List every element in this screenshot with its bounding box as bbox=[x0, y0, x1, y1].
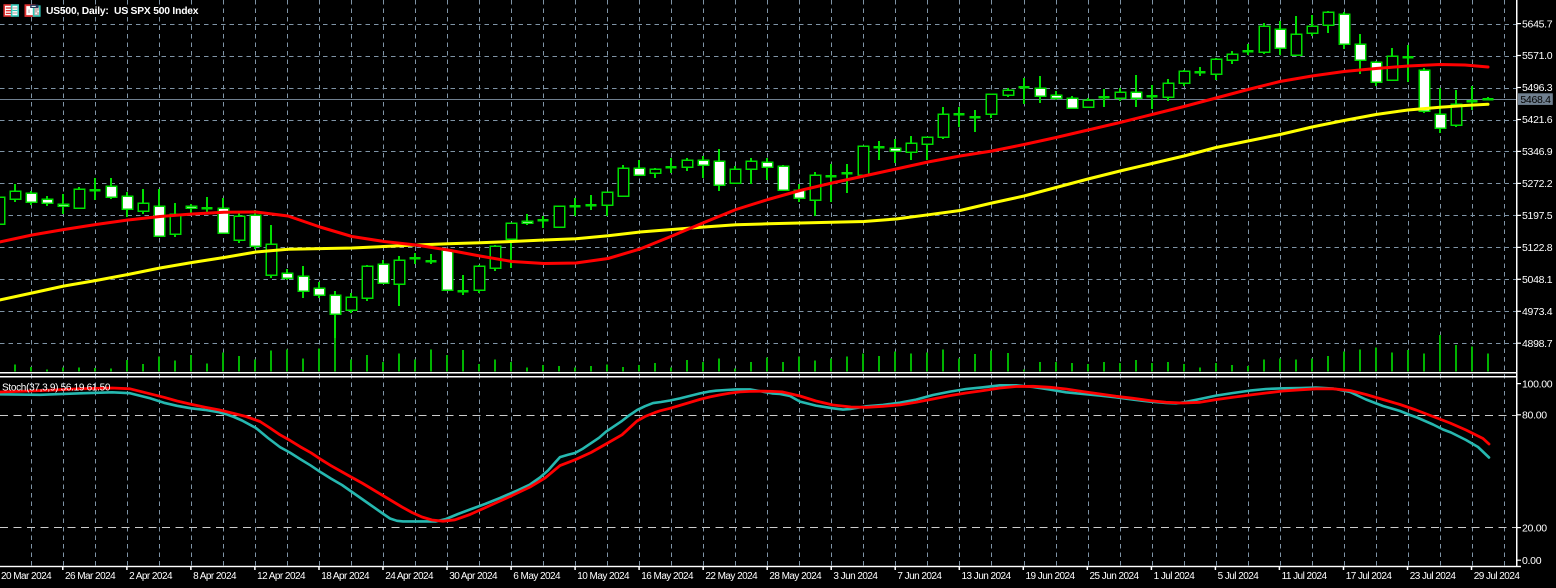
svg-text:4898.7: 4898.7 bbox=[1522, 338, 1553, 350]
svg-text:0.00: 0.00 bbox=[1522, 555, 1542, 567]
svg-text:6 May 2024: 6 May 2024 bbox=[513, 571, 561, 582]
svg-text:20 Mar 2024: 20 Mar 2024 bbox=[1, 571, 52, 582]
svg-text:5197.5: 5197.5 bbox=[1522, 210, 1553, 222]
svg-text:20.00: 20.00 bbox=[1522, 522, 1547, 534]
svg-text:5645.7: 5645.7 bbox=[1522, 18, 1553, 30]
svg-text:Stoch(37,3,9) 56.19 61.50: Stoch(37,3,9) 56.19 61.50 bbox=[2, 382, 111, 393]
svg-text:12 Apr 2024: 12 Apr 2024 bbox=[257, 571, 306, 582]
svg-text:16 May 2024: 16 May 2024 bbox=[641, 571, 694, 582]
svg-text:1 Jul 2024: 1 Jul 2024 bbox=[1154, 571, 1196, 582]
svg-text:11 Jul 2024: 11 Jul 2024 bbox=[1282, 571, 1328, 582]
svg-text:5346.9: 5346.9 bbox=[1522, 146, 1553, 158]
svg-text:13 Jun 2024: 13 Jun 2024 bbox=[962, 571, 1012, 582]
svg-text:26 Mar 2024: 26 Mar 2024 bbox=[65, 571, 116, 582]
svg-text:24 Apr 2024: 24 Apr 2024 bbox=[385, 571, 434, 582]
svg-text:80.00: 80.00 bbox=[1522, 410, 1547, 422]
svg-text:29 Jul 2024: 29 Jul 2024 bbox=[1474, 571, 1521, 582]
svg-text:5571.0: 5571.0 bbox=[1522, 50, 1553, 62]
svg-text:5421.6: 5421.6 bbox=[1522, 114, 1553, 126]
svg-text:7 Jun 2024: 7 Jun 2024 bbox=[897, 571, 942, 582]
svg-text:30 Apr 2024: 30 Apr 2024 bbox=[449, 571, 498, 582]
svg-text:8 Apr 2024: 8 Apr 2024 bbox=[193, 571, 237, 582]
svg-text:25 Jun 2024: 25 Jun 2024 bbox=[1090, 571, 1140, 582]
svg-text:4973.4: 4973.4 bbox=[1522, 306, 1553, 318]
svg-text:5272.2: 5272.2 bbox=[1522, 178, 1553, 190]
svg-text:10 May 2024: 10 May 2024 bbox=[577, 571, 630, 582]
svg-text:23 Jul 2024: 23 Jul 2024 bbox=[1410, 571, 1457, 582]
svg-text:5468.4: 5468.4 bbox=[1520, 94, 1551, 106]
svg-text:2 Apr 2024: 2 Apr 2024 bbox=[129, 571, 173, 582]
svg-text:3 Jun 2024: 3 Jun 2024 bbox=[833, 571, 878, 582]
svg-text:5 Jul 2024: 5 Jul 2024 bbox=[1218, 571, 1260, 582]
svg-text:17 Jul 2024: 17 Jul 2024 bbox=[1346, 571, 1393, 582]
svg-text:US500, Daily: US SPX 500 Inde: US500, Daily: US SPX 500 Index bbox=[46, 6, 199, 17]
svg-text:18 Apr 2024: 18 Apr 2024 bbox=[321, 571, 370, 582]
svg-text:5122.8: 5122.8 bbox=[1522, 242, 1553, 254]
svg-text:100.00: 100.00 bbox=[1522, 378, 1553, 390]
svg-text:5496.3: 5496.3 bbox=[1522, 82, 1553, 94]
svg-text:22 May 2024: 22 May 2024 bbox=[705, 571, 758, 582]
svg-text:19 Jun 2024: 19 Jun 2024 bbox=[1026, 571, 1076, 582]
svg-text:28 May 2024: 28 May 2024 bbox=[769, 571, 822, 582]
svg-text:5048.1: 5048.1 bbox=[1522, 274, 1553, 286]
